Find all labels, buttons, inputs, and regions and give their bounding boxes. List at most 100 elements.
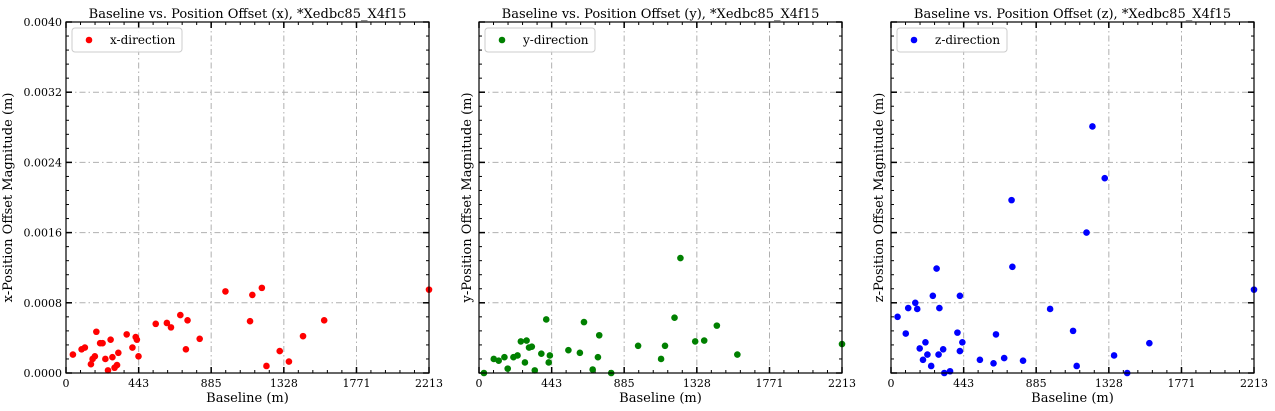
x-tick-label: 2213 xyxy=(415,377,443,390)
data-point xyxy=(954,329,961,336)
legend-box xyxy=(896,27,1008,53)
x-tick-label: 1328 xyxy=(1095,377,1123,390)
data-point xyxy=(222,288,229,295)
data-point xyxy=(542,316,550,323)
data-point xyxy=(521,359,529,366)
data-point xyxy=(91,353,99,360)
data-point xyxy=(320,317,328,324)
data-point xyxy=(276,347,284,355)
data-point xyxy=(956,292,964,300)
x-tick-label: 2213 xyxy=(828,377,856,390)
data-point xyxy=(517,338,525,345)
data-point xyxy=(976,356,984,364)
data-point xyxy=(102,355,109,363)
data-point xyxy=(657,355,665,363)
x-tick-label: 1771 xyxy=(342,377,370,390)
data-point xyxy=(734,351,741,358)
data-point xyxy=(1101,174,1109,182)
data-point xyxy=(939,346,947,353)
data-point xyxy=(177,311,184,319)
data-point xyxy=(129,344,136,351)
legend-marker xyxy=(85,36,93,44)
data-point xyxy=(196,335,203,343)
x-tick-label: 0 xyxy=(888,377,895,390)
data-point xyxy=(523,337,530,344)
data-point xyxy=(936,304,943,312)
x-tick-label: 443 xyxy=(541,377,562,390)
data-point xyxy=(916,345,924,352)
data-point xyxy=(959,338,966,346)
y-tick-label: 0.0032 xyxy=(24,86,63,99)
data-point xyxy=(990,360,997,367)
data-point xyxy=(927,362,935,370)
data-point xyxy=(904,304,912,312)
y-tick-label: 0.0008 xyxy=(24,297,63,310)
x-tick-label: 1771 xyxy=(1167,377,1195,390)
chart-title: Baseline vs. Position Offset (x), *Xedbc… xyxy=(89,7,407,22)
chart-title: Baseline vs. Position Offset (y), *Xedbc… xyxy=(502,7,820,22)
x-tick-label: 1771 xyxy=(755,377,783,390)
legend-box xyxy=(484,27,596,53)
data-point xyxy=(93,328,100,336)
data-point xyxy=(565,346,572,354)
data-point xyxy=(956,347,964,355)
legend-marker xyxy=(498,36,506,44)
data-point xyxy=(69,351,77,358)
data-point xyxy=(713,322,721,329)
data-point xyxy=(123,331,130,338)
data-point xyxy=(528,343,536,350)
data-point xyxy=(167,324,175,331)
data-point xyxy=(576,349,584,357)
x-tick-label: 1328 xyxy=(683,377,711,390)
y-tick-label: 0.0000 xyxy=(24,367,63,380)
data-point xyxy=(924,351,931,358)
data-point xyxy=(1073,362,1080,370)
data-point xyxy=(107,336,114,343)
data-point xyxy=(1089,123,1096,130)
data-point xyxy=(133,336,141,343)
data-point xyxy=(1069,327,1077,335)
axes-frame xyxy=(890,21,1255,374)
y-axis-label: x-Position Offset Magnitude (m) xyxy=(1,93,16,303)
data-point xyxy=(992,331,1000,338)
data-point xyxy=(1110,352,1118,359)
data-point xyxy=(677,254,684,262)
y-axis-label: z-Position Offset Magnitude (m) xyxy=(872,93,887,303)
x-tick-label: 1328 xyxy=(270,377,298,390)
data-point xyxy=(152,320,160,328)
data-point xyxy=(545,359,553,366)
x-tick-label: 0 xyxy=(63,377,70,390)
data-point xyxy=(263,362,270,370)
x-tick-label: 443 xyxy=(128,377,149,390)
x-axis-label: Baseline (m) xyxy=(206,391,289,406)
data-point xyxy=(81,344,89,351)
data-point xyxy=(501,353,508,361)
y-tick-label: 0.0040 xyxy=(24,16,63,29)
data-point xyxy=(913,305,921,313)
data-point xyxy=(902,330,910,337)
data-point xyxy=(299,332,307,340)
data-point xyxy=(104,367,112,374)
data-point xyxy=(285,358,293,365)
data-point xyxy=(580,318,588,326)
data-point xyxy=(514,352,521,359)
x-tick-label: 0 xyxy=(476,377,483,390)
data-point xyxy=(109,353,116,361)
data-point xyxy=(249,291,256,299)
data-point xyxy=(1009,263,1016,271)
data-point xyxy=(87,360,95,368)
data-point xyxy=(935,351,942,358)
axes-frame xyxy=(65,21,430,374)
data-point xyxy=(634,342,642,350)
y-axis-label: y-Position Offset Magnitude (m) xyxy=(460,92,475,303)
data-point xyxy=(1019,357,1027,365)
data-point xyxy=(1046,305,1054,313)
data-point xyxy=(163,319,171,327)
data-point xyxy=(246,317,254,325)
x-tick-label: 885 xyxy=(201,377,222,390)
data-point xyxy=(1000,354,1008,362)
data-point xyxy=(594,353,602,361)
data-point xyxy=(1083,229,1090,236)
data-point xyxy=(135,353,142,360)
y-tick-label: 0.0024 xyxy=(24,156,63,169)
